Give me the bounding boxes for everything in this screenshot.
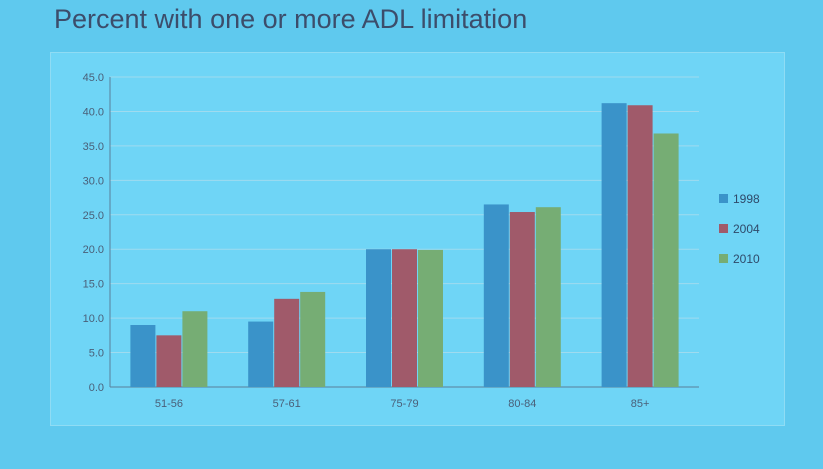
- bar-2004-80-84: [509, 212, 535, 387]
- x-tick-label: 57-61: [273, 398, 301, 410]
- y-tick-label: 5.0: [89, 348, 104, 360]
- legend-label-2010: 2010: [733, 252, 760, 266]
- bar-1998-51-56: [130, 325, 156, 387]
- y-tick-label: 15.0: [83, 279, 104, 291]
- y-tick-label: 20.0: [83, 244, 104, 256]
- bar-2010-75-79: [418, 249, 443, 387]
- bar-2010-85+: [653, 133, 679, 387]
- legend-label-1998: 1998: [733, 192, 760, 206]
- y-tick-label: 40.0: [83, 106, 104, 118]
- bar-1998-85+: [601, 103, 627, 387]
- y-tick-label: 0.0: [89, 382, 104, 394]
- x-tick-label: 75-79: [390, 398, 418, 410]
- y-tick-label: 25.0: [83, 210, 104, 222]
- bar-2004-85+: [627, 105, 653, 387]
- bar-1998-75-79: [366, 249, 391, 387]
- x-tick-label: 80-84: [508, 398, 536, 410]
- bar-2010-80-84: [535, 207, 561, 387]
- y-tick-label: 35.0: [83, 141, 104, 153]
- slide-title: Percent with one or more ADL limitation: [54, 4, 528, 34]
- chart-area: 0.0 5.0 10.0 15.0 20.0 25.0 30.0 35.0 40.0 45.0 51…: [50, 52, 785, 426]
- x-tick-label: 85+: [631, 398, 650, 410]
- legend-swatch-2004: [719, 224, 728, 233]
- y-tick-label: 10.0: [83, 313, 104, 325]
- bar-1998-80-84: [483, 204, 509, 387]
- bar-2004-51-56: [156, 335, 182, 387]
- y-tick-label: 30.0: [83, 175, 104, 187]
- bar-chart: 0.0 5.0 10.0 15.0 20.0 25.0 30.0 35.0 40.0 45.0 51…: [83, 72, 760, 410]
- bar-1998-57-61: [248, 321, 274, 387]
- bar-2004-75-79: [392, 249, 417, 387]
- x-tick-label: 51-56: [155, 398, 183, 410]
- bar-2010-57-61: [300, 291, 326, 387]
- bar-2010-51-56: [182, 311, 208, 387]
- legend-swatch-1998: [719, 194, 728, 203]
- legend-swatch-2010: [719, 254, 728, 263]
- bar-2004-57-61: [274, 298, 300, 387]
- y-tick-label: 45.0: [83, 72, 104, 84]
- legend-label-2004: 2004: [733, 222, 760, 236]
